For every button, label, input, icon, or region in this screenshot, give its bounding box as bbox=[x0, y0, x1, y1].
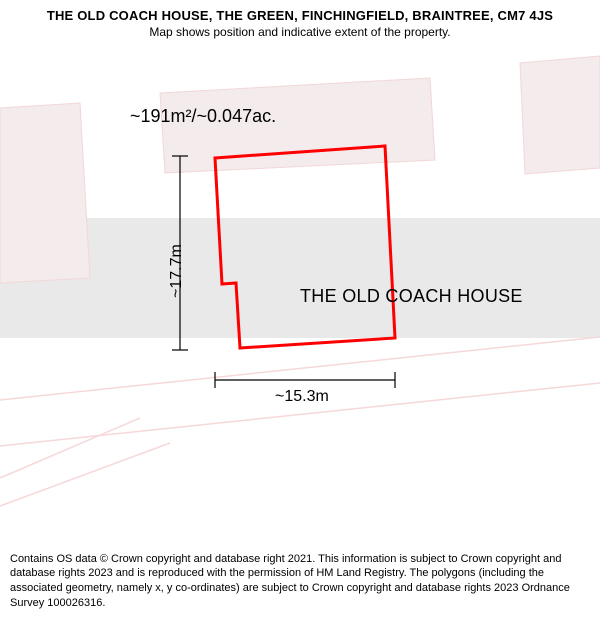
page: THE OLD COACH HOUSE, THE GREEN, FINCHING… bbox=[0, 0, 600, 625]
map-svg bbox=[0, 48, 600, 518]
page-subtitle: Map shows position and indicative extent… bbox=[12, 25, 588, 39]
property-name-label: THE OLD COACH HOUSE bbox=[300, 286, 523, 307]
width-dimension-label: ~15.3m bbox=[275, 388, 329, 406]
footer-copyright: Contains OS data © Crown copyright and d… bbox=[10, 552, 590, 611]
map-area: ~191m²/~0.047ac. ~17.7m ~15.3m THE OLD C… bbox=[0, 48, 600, 518]
page-title: THE OLD COACH HOUSE, THE GREEN, FINCHING… bbox=[12, 8, 588, 23]
height-dimension-label: ~17.7m bbox=[168, 244, 186, 298]
header: THE OLD COACH HOUSE, THE GREEN, FINCHING… bbox=[0, 0, 600, 41]
area-label: ~191m²/~0.047ac. bbox=[130, 106, 276, 127]
